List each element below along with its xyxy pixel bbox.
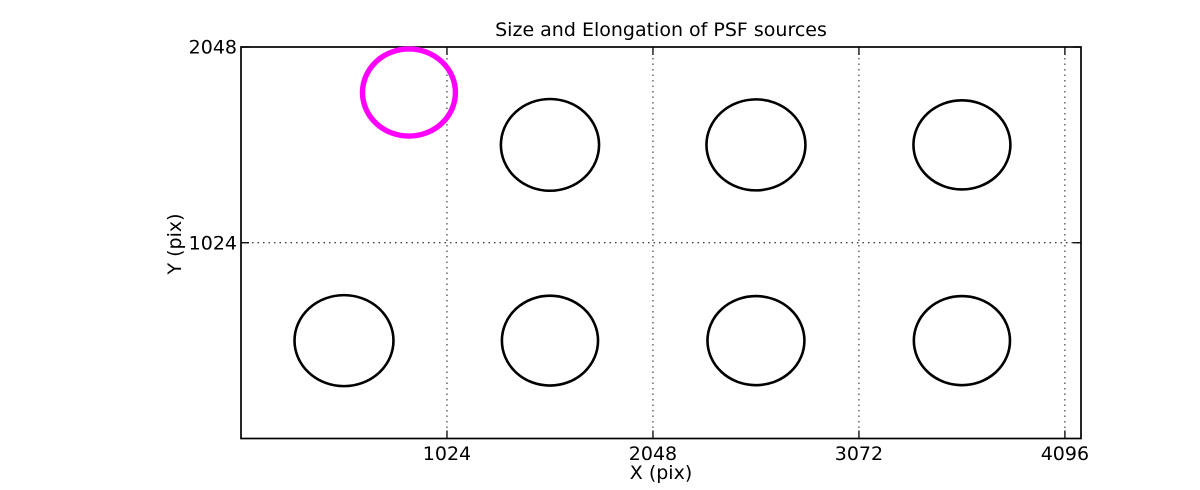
- psf-ellipse: [705, 98, 807, 192]
- y-tick-label: 2048: [189, 37, 237, 59]
- x-axis-label: X (pix): [629, 462, 693, 484]
- x-tick-label: 4096: [1041, 443, 1089, 465]
- x-tick-label: 2048: [629, 443, 677, 465]
- x-tick-label: 3072: [835, 443, 883, 465]
- axes-frame: [240, 46, 1082, 440]
- psf-ellipse: [293, 293, 395, 388]
- psf-ellipse-flagged: [359, 46, 459, 139]
- y-tick-label: 1024: [189, 232, 237, 254]
- psf-ellipse: [499, 97, 601, 193]
- x-tick-label: 1024: [423, 443, 471, 465]
- psf-ellipse: [912, 294, 1012, 387]
- plot-title: Size and Elongation of PSF sources: [495, 19, 827, 41]
- psf-ellipse: [912, 99, 1012, 191]
- psf-ellipse: [500, 294, 600, 387]
- psf-ellipse: [706, 294, 806, 387]
